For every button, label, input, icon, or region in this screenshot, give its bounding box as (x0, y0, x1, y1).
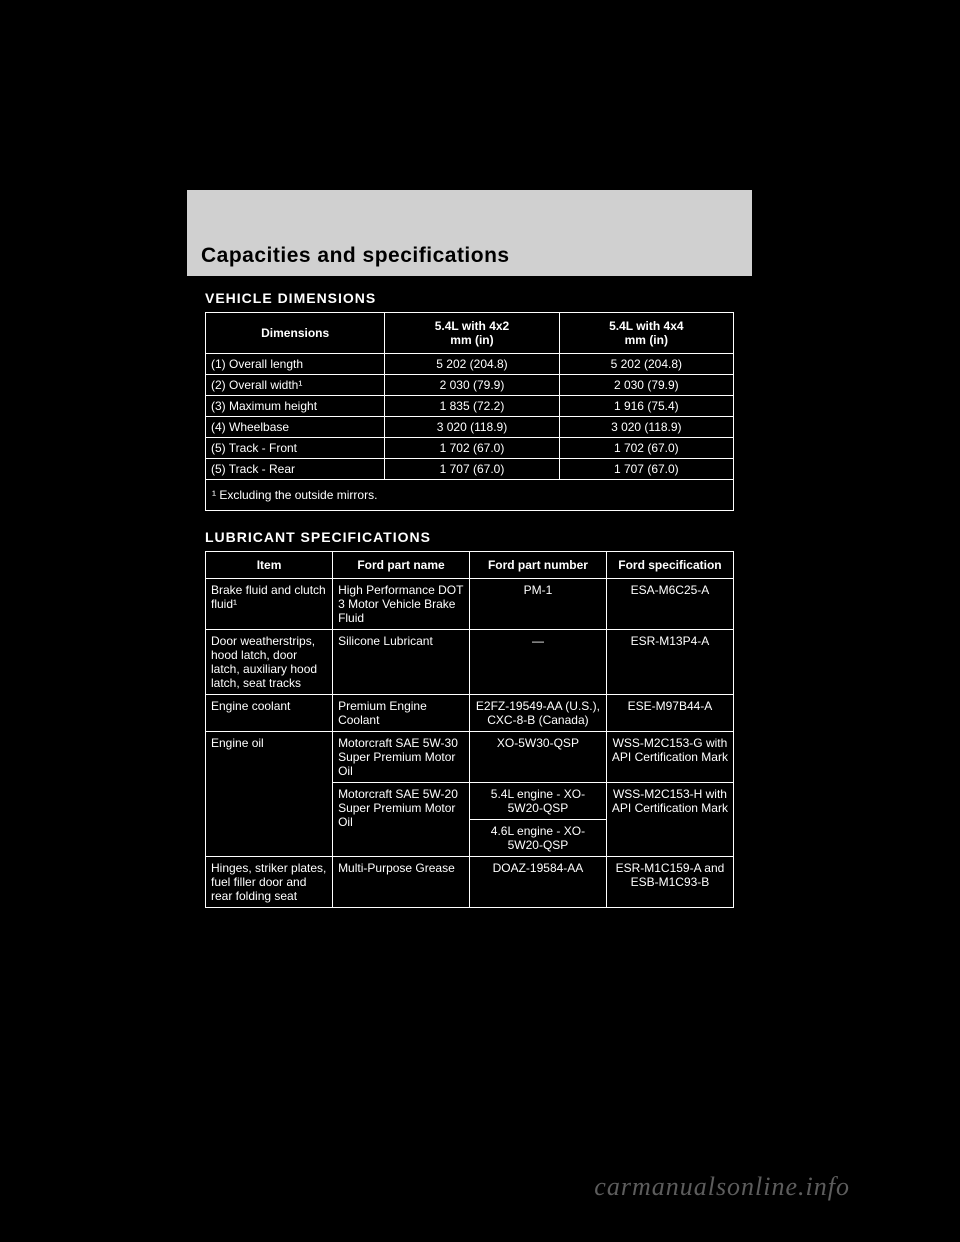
cell: WSS-M2C153-H with API Certification Mark (606, 783, 733, 857)
dim-header-col3-unit: mm (in) (625, 333, 668, 347)
table-header-row: Item Ford part name Ford part number For… (206, 552, 734, 579)
cell: 3 020 (118.9) (559, 417, 733, 438)
dim-header-col2-unit: mm (in) (450, 333, 493, 347)
cell: Premium Engine Coolant (333, 695, 470, 732)
cell: 1 702 (67.0) (385, 438, 559, 459)
cell: High Performance DOT 3 Motor Vehicle Bra… (333, 579, 470, 630)
cell: (5) Track - Front (206, 438, 385, 459)
page-container: Capacities and specifications VEHICLE DI… (187, 190, 752, 1050)
table-row: (4) Wheelbase 3 020 (118.9) 3 020 (118.9… (206, 417, 734, 438)
dim-header-col3-sub: 5.4L with 4x4 (609, 319, 683, 333)
lub-header-4: Ford specification (606, 552, 733, 579)
cell: E2FZ-19549-AA (U.S.), CXC-8-B (Canada) (469, 695, 606, 732)
cell: 2 030 (79.9) (559, 375, 733, 396)
table-row: (5) Track - Front 1 702 (67.0) 1 702 (67… (206, 438, 734, 459)
lub-header-1: Item (206, 552, 333, 579)
dim-footnote: ¹ Excluding the outside mirrors. (206, 480, 734, 511)
cell: (2) Overall width¹ (206, 375, 385, 396)
header-bar: Capacities and specifications (187, 190, 752, 276)
dimensions-heading: VEHICLE DIMENSIONS (205, 290, 734, 306)
cell: Silicone Lubricant (333, 630, 470, 695)
lubricants-heading: LUBRICANT SPECIFICATIONS (205, 529, 734, 545)
table-row: (2) Overall width¹ 2 030 (79.9) 2 030 (7… (206, 375, 734, 396)
cell: 5 202 (204.8) (385, 354, 559, 375)
page-title: Capacities and specifications (201, 244, 510, 268)
table-row: Door weatherstrips, hood latch, door lat… (206, 630, 734, 695)
table-row: (3) Maximum height 1 835 (72.2) 1 916 (7… (206, 396, 734, 417)
dim-header-col2-sub: 5.4L with 4x2 (435, 319, 509, 333)
cell: Multi-Purpose Grease (333, 857, 470, 908)
cell: PM-1 (469, 579, 606, 630)
table-footnote-row: ¹ Excluding the outside mirrors. (206, 480, 734, 511)
cell: ESR-M1C159-A and ESB-M1C93-B (606, 857, 733, 908)
table-row: Engine oil Motorcraft SAE 5W-30 Super Pr… (206, 732, 734, 783)
cell: Hinges, striker plates, fuel filler door… (206, 857, 333, 908)
lub-header-2: Ford part name (333, 552, 470, 579)
cell: (5) Track - Rear (206, 459, 385, 480)
dim-header-col3: 5.4L with 4x4 mm (in) (559, 313, 733, 354)
cell: (1) Overall length (206, 354, 385, 375)
lub-header-3: Ford part number (469, 552, 606, 579)
table-row: Brake fluid and clutch fluid¹ High Perfo… (206, 579, 734, 630)
cell: 5 202 (204.8) (559, 354, 733, 375)
watermark-text: carmanualsonline.info (594, 1172, 850, 1202)
cell: ESR-M13P4-A (606, 630, 733, 695)
cell: DOAZ-19584-AA (469, 857, 606, 908)
lubricants-table: Item Ford part name Ford part number For… (205, 551, 734, 908)
cell: ESE-M97B44-A (606, 695, 733, 732)
dim-header-col1: Dimensions (206, 313, 385, 354)
cell: Brake fluid and clutch fluid¹ (206, 579, 333, 630)
cell: WSS-M2C153-G with API Certification Mark (606, 732, 733, 783)
cell: Door weatherstrips, hood latch, door lat… (206, 630, 333, 695)
cell: 2 030 (79.9) (385, 375, 559, 396)
table-row: Hinges, striker plates, fuel filler door… (206, 857, 734, 908)
cell: Engine coolant (206, 695, 333, 732)
page-number: 216 (187, 926, 752, 941)
cell: 3 020 (118.9) (385, 417, 559, 438)
table-row: (1) Overall length 5 202 (204.8) 5 202 (… (206, 354, 734, 375)
dimensions-table: Dimensions 5.4L with 4x2 mm (in) 5.4L wi… (205, 312, 734, 511)
cell: 1 702 (67.0) (559, 438, 733, 459)
spacer (205, 511, 734, 529)
engine-oil-label: Engine oil (206, 732, 333, 857)
table-row: (5) Track - Rear 1 707 (67.0) 1 707 (67.… (206, 459, 734, 480)
cell: Motorcraft SAE 5W-30 Super Premium Motor… (333, 732, 470, 783)
cell: — (469, 630, 606, 695)
cell: ESA-M6C25-A (606, 579, 733, 630)
table-header-row: Dimensions 5.4L with 4x2 mm (in) 5.4L wi… (206, 313, 734, 354)
content-area: VEHICLE DIMENSIONS Dimensions 5.4L with … (187, 276, 752, 908)
cell: (3) Maximum height (206, 396, 385, 417)
cell: XO-5W30-QSP (469, 732, 606, 783)
table-row: Engine coolant Premium Engine Coolant E2… (206, 695, 734, 732)
cell: 1 916 (75.4) (559, 396, 733, 417)
cell: 1 707 (67.0) (559, 459, 733, 480)
cell: Motorcraft SAE 5W-20 Super Premium Motor… (333, 783, 470, 857)
cell: (4) Wheelbase (206, 417, 385, 438)
cell: 5.4L engine - XO-5W20-QSP (469, 783, 606, 820)
cell: 1 835 (72.2) (385, 396, 559, 417)
cell: 1 707 (67.0) (385, 459, 559, 480)
cell: 4.6L engine - XO-5W20-QSP (469, 820, 606, 857)
dim-header-col2: 5.4L with 4x2 mm (in) (385, 313, 559, 354)
